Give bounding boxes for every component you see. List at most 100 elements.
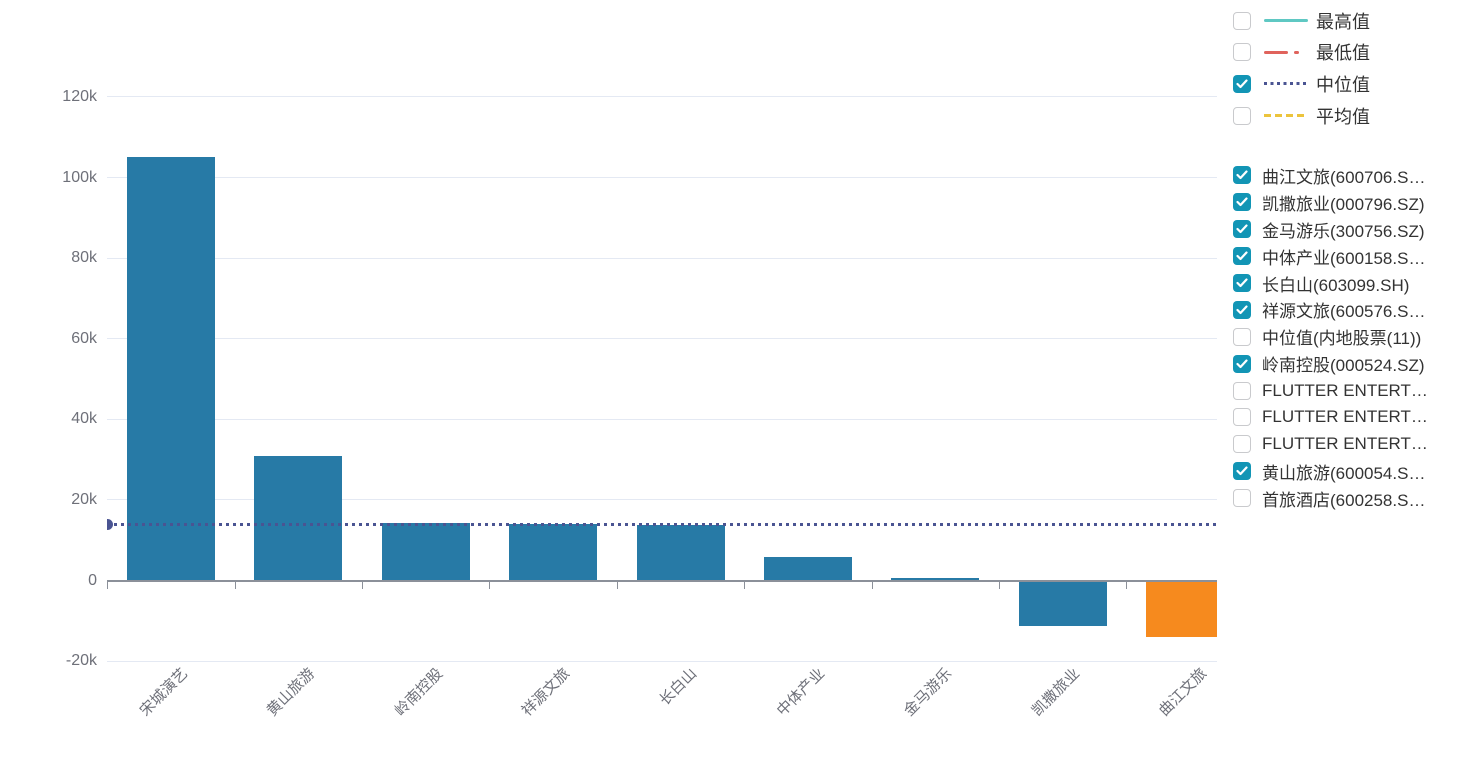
dashed-line-glyph — [1264, 114, 1308, 118]
median-dotted-line — [107, 522, 1217, 526]
series-label: FLUTTER ENTERT… — [1262, 380, 1428, 400]
series-label: 中位值(内地股票(11)) — [1262, 329, 1422, 349]
series-legend-row[interactable]: 金马游乐(300756.SZ) — [1233, 216, 1428, 243]
series-checkbox[interactable] — [1233, 247, 1251, 266]
check-icon — [1236, 305, 1248, 314]
series-label: 祥源文旅(600576.S… — [1262, 302, 1426, 322]
y-gridline — [107, 96, 1217, 98]
legend-checkbox[interactable] — [1233, 74, 1251, 93]
bar-8[interactable] — [1146, 581, 1217, 637]
series-legend-row[interactable]: 长白山(603099.SH) — [1233, 270, 1428, 297]
series-checkbox[interactable] — [1233, 354, 1251, 373]
y-axis-tick-label: 120k — [62, 87, 97, 105]
y-gridline — [107, 660, 1217, 662]
series-legend-row[interactable]: 中位值(内地股票(11)) — [1233, 323, 1428, 350]
series-legend-row[interactable]: 中体产业(600158.S… — [1233, 243, 1428, 270]
series-legend-panel: 曲江文旅(600706.S… 凯撒旅业(000796.SZ) 金马游乐(300756… — [1233, 162, 1428, 512]
x-axis-tick — [362, 581, 363, 589]
y-axis-tick-label: -20k — [65, 652, 97, 670]
y-gridline — [107, 257, 1217, 259]
series-checkbox[interactable] — [1233, 300, 1251, 319]
check-icon — [1236, 170, 1248, 180]
series-checkbox[interactable] — [1233, 193, 1251, 212]
series-legend-row[interactable]: 凯撒旅业(000796.SZ) — [1233, 189, 1428, 216]
x-axis-tick — [107, 581, 109, 589]
check-icon — [1236, 278, 1248, 288]
bar-5[interactable] — [763, 556, 852, 581]
bar-6[interactable] — [891, 577, 980, 581]
y-gridline — [107, 499, 1217, 501]
bar-3[interactable] — [509, 524, 598, 581]
series-label: 首旅酒店(600258.S… — [1262, 490, 1426, 510]
series-legend-row[interactable]: FLUTTER ENTERT… — [1233, 377, 1428, 404]
series-legend-row[interactable]: 祥源文旅(600576.S… — [1233, 296, 1428, 323]
check-icon — [1236, 224, 1248, 234]
stat-line-legend-panel: 最高值最低值 中位值平均值 — [1233, 5, 1370, 131]
y-axis-tick-label: 80k — [71, 249, 97, 267]
check-icon — [1236, 466, 1248, 476]
x-axis-tick — [871, 581, 873, 589]
legend-checkbox[interactable] — [1233, 106, 1251, 125]
y-axis-tick-label: 20k — [71, 490, 97, 508]
y-gridline — [107, 177, 1217, 178]
legend-row-最低值[interactable]: 最低值 — [1233, 37, 1370, 69]
series-checkbox[interactable] — [1233, 274, 1251, 292]
x-axis-line — [107, 579, 1217, 582]
check-icon — [1236, 251, 1248, 261]
x-axis-tick — [616, 581, 618, 589]
series-checkbox[interactable] — [1233, 489, 1251, 508]
series-label: FLUTTER ENTERT… — [1262, 407, 1428, 427]
solid-line-glyph — [1264, 19, 1308, 23]
legend-checkbox[interactable] — [1233, 11, 1251, 30]
series-checkbox[interactable] — [1233, 462, 1251, 481]
x-axis-tick — [234, 581, 236, 589]
bar-4[interactable] — [636, 524, 725, 581]
median-line-start-dot — [107, 518, 113, 530]
series-legend-row[interactable]: 首旅酒店(600258.S… — [1233, 485, 1428, 512]
bar-2[interactable] — [381, 523, 470, 581]
legend-checkbox[interactable] — [1233, 43, 1251, 62]
series-label: 曲江文旅(600706.S… — [1262, 167, 1426, 187]
y-axis-tick-label: 100k — [62, 168, 97, 186]
series-legend-row[interactable]: 黄山旅游(600054.S… — [1233, 458, 1428, 485]
check-icon — [1236, 197, 1248, 207]
y-gridline — [107, 418, 1217, 420]
series-legend-row[interactable]: 曲江文旅(600706.S… — [1233, 162, 1428, 189]
series-checkbox[interactable] — [1233, 166, 1251, 185]
y-axis-tick-label: 40k — [71, 410, 97, 428]
legend-line-sample-dash-dot — [1264, 46, 1308, 58]
check-icon — [1236, 79, 1248, 89]
legend-row-中位值[interactable]: 中位值 — [1233, 68, 1370, 100]
legend-line-sample-dashed — [1264, 110, 1308, 122]
x-axis-tick — [1126, 581, 1128, 589]
dash-glyph — [1264, 50, 1288, 54]
series-label: 岭南控股(000524.SZ) — [1262, 356, 1425, 376]
series-legend-row[interactable]: FLUTTER ENTERT… — [1233, 431, 1428, 458]
bar-7[interactable] — [1018, 581, 1107, 626]
bar-1[interactable] — [254, 455, 343, 581]
legend-label: 最高值 — [1316, 11, 1370, 32]
dotted-line-glyph — [1264, 82, 1308, 86]
series-label: FLUTTER ENTERT… — [1262, 434, 1428, 454]
dot-glyph — [1294, 50, 1299, 54]
legend-row-最高值[interactable]: 最高值 — [1233, 5, 1370, 37]
bar-0[interactable] — [126, 157, 215, 581]
series-label: 黄山旅游(600054.S… — [1262, 463, 1426, 483]
series-legend-row[interactable]: FLUTTER ENTERT… — [1233, 404, 1428, 431]
series-checkbox[interactable] — [1233, 220, 1251, 239]
legend-row-平均值[interactable]: 平均值 — [1233, 100, 1370, 132]
series-label: 中体产业(600158.S… — [1262, 248, 1426, 268]
series-checkbox[interactable] — [1233, 408, 1251, 427]
x-axis-tick — [999, 581, 1000, 589]
x-axis-tick — [489, 581, 491, 589]
legend-label: 平均值 — [1316, 106, 1370, 127]
series-checkbox[interactable] — [1233, 381, 1251, 400]
x-axis-tick — [744, 581, 746, 589]
y-axis-tick-label: 60k — [71, 329, 97, 347]
series-legend-row[interactable]: 岭南控股(000524.SZ) — [1233, 350, 1428, 377]
plot-area — [107, 0, 1217, 763]
series-label: 凯撒旅业(000796.SZ) — [1262, 194, 1425, 214]
legend-line-sample-solid — [1264, 15, 1308, 27]
series-checkbox[interactable] — [1233, 327, 1251, 346]
series-checkbox[interactable] — [1233, 435, 1251, 454]
